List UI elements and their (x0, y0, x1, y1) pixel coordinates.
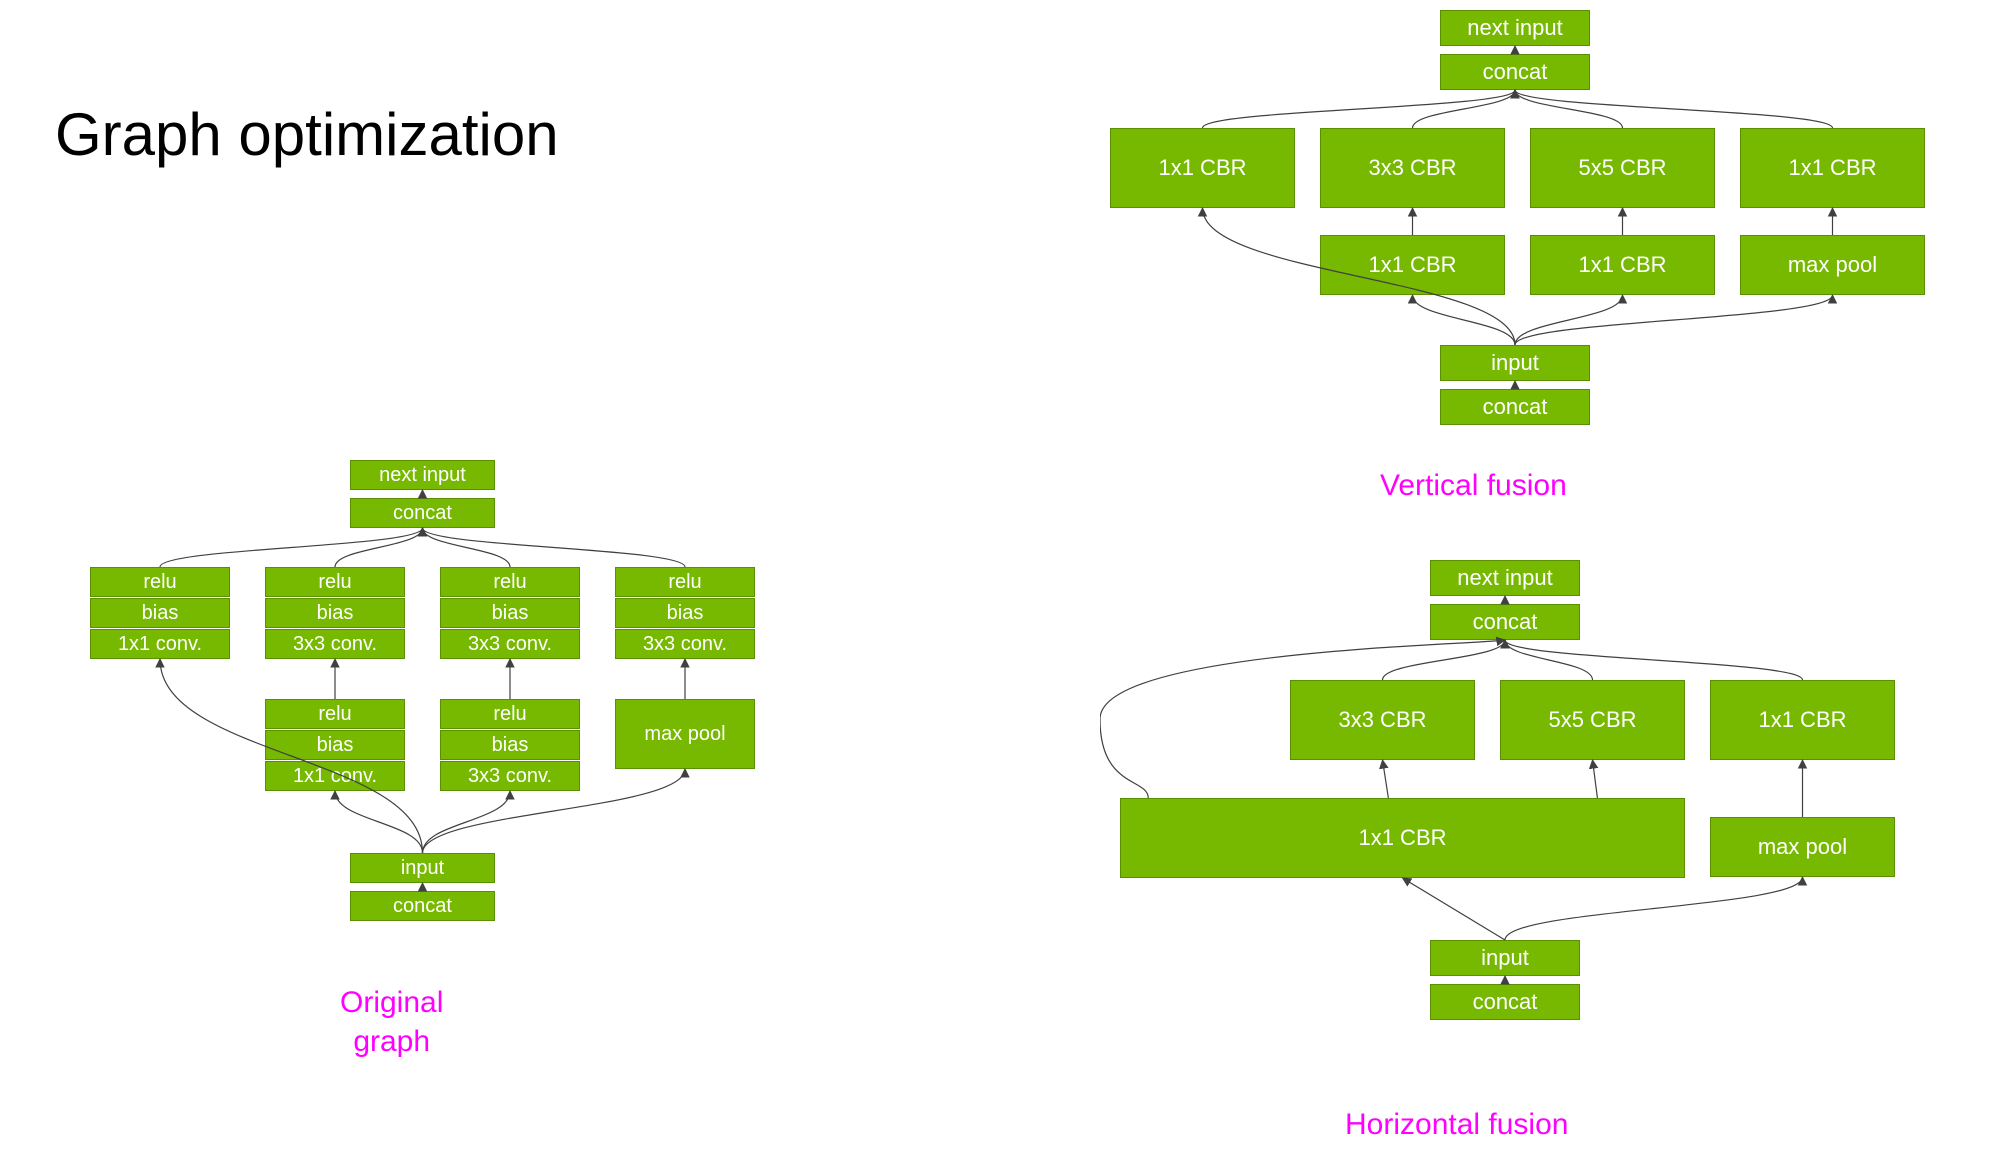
page-title: Graph optimization (55, 100, 559, 169)
node-o_conv2b: 1x1 conv. (265, 761, 405, 791)
node-o_bias2: bias (265, 598, 405, 628)
node-h_pool: max pool (1710, 817, 1895, 877)
node-h_cbr1: 1x1 CBR (1120, 798, 1685, 878)
node-o_bias4: bias (615, 598, 755, 628)
diagram-vertical-fusion: next input concat 1x1 CBR 3x3 CBR 5x5 CBR 1x1… (1090, 10, 1970, 450)
node-h_cbr1r: 1x1 CBR (1710, 680, 1895, 760)
node-o_conv3: 3x3 conv. (440, 629, 580, 659)
node-o_concat_t: concat (350, 498, 495, 528)
diagram-original-graph: next inputconcatrelubias1x1 conv.relubia… (50, 460, 870, 970)
caption-original: Originalgraph (340, 983, 443, 1061)
node-o_relu3b: relu (440, 699, 580, 729)
node-v_next: next input (1440, 10, 1590, 46)
node-o_pool: max pool (615, 699, 755, 769)
node-o_conv2: 3x3 conv. (265, 629, 405, 659)
diagram-horizontal-fusion: next input concat 3x3 CBR 5x5 CBR 1x1 CBR 1x1… (1100, 560, 1950, 1080)
node-v_cbr1: 1x1 CBR (1110, 128, 1295, 208)
node-o_conv4: 3x3 conv. (615, 629, 755, 659)
node-h_concat_t: concat (1430, 604, 1580, 640)
node-v_input: input (1440, 345, 1590, 381)
caption-horizontal: Horizontal fusion (1345, 1105, 1568, 1144)
node-o_relu4: relu (615, 567, 755, 597)
node-h_concat_b: concat (1430, 984, 1580, 1020)
node-o_relu1: relu (90, 567, 230, 597)
node-v_cbr5: 5x5 CBR (1530, 128, 1715, 208)
node-h_input: input (1430, 940, 1580, 976)
node-v_pool: max pool (1740, 235, 1925, 295)
node-v_cbr1b: 1x1 CBR (1320, 235, 1505, 295)
node-v_concat_b: concat (1440, 389, 1590, 425)
node-o_bias1: bias (90, 598, 230, 628)
node-v_cbr1c: 1x1 CBR (1530, 235, 1715, 295)
node-h_cbr3: 3x3 CBR (1290, 680, 1475, 760)
node-o_conv3b: 3x3 conv. (440, 761, 580, 791)
node-v_cbr1r: 1x1 CBR (1740, 128, 1925, 208)
node-o_relu2b: relu (265, 699, 405, 729)
node-o_concat_b: concat (350, 891, 495, 921)
node-v_concat_t: concat (1440, 54, 1590, 90)
caption-vertical: Vertical fusion (1380, 466, 1567, 505)
node-o_bias3b: bias (440, 730, 580, 760)
node-o_next: next input (350, 460, 495, 490)
node-o_relu2: relu (265, 567, 405, 597)
node-h_next: next input (1430, 560, 1580, 596)
node-o_bias2b: bias (265, 730, 405, 760)
node-o_bias3: bias (440, 598, 580, 628)
node-o_relu3: relu (440, 567, 580, 597)
node-h_cbr5: 5x5 CBR (1500, 680, 1685, 760)
node-v_cbr3: 3x3 CBR (1320, 128, 1505, 208)
node-o_conv1: 1x1 conv. (90, 629, 230, 659)
node-o_input: input (350, 853, 495, 883)
